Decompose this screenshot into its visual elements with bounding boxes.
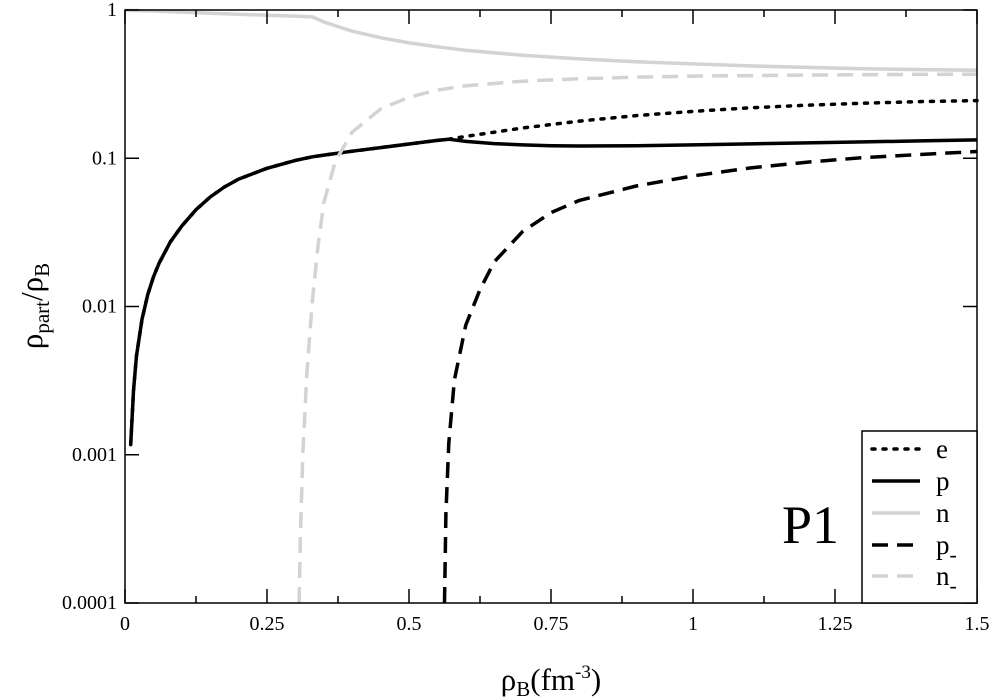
legend-label: p <box>936 466 950 496</box>
legend-label: n <box>936 498 950 528</box>
x-tick-label: 0 <box>120 613 130 635</box>
legend-label: p- <box>936 530 957 567</box>
series-line-p-minus <box>442 149 978 604</box>
y-axis-title: ρpart/ρB <box>14 263 54 349</box>
legend-label: e <box>936 434 948 464</box>
series-line-p <box>128 137 978 445</box>
y-tick-label: 0.0001 <box>62 592 117 614</box>
y-tick-label: 0.01 <box>82 296 117 318</box>
x-tick-label: 1 <box>688 613 698 635</box>
y-tick-label: 0.001 <box>72 444 117 466</box>
x-axis-title: ρB(fm-3) <box>501 662 601 700</box>
x-tick-label: 1.5 <box>965 613 990 635</box>
y-tick-label: 0.1 <box>92 147 117 169</box>
series-line-n <box>124 8 978 73</box>
x-tick-label: 0.75 <box>534 613 569 635</box>
panel-label: P1 <box>782 495 839 555</box>
y-tick-label: 1 <box>107 0 117 21</box>
x-tick-label: 0.5 <box>397 613 422 635</box>
x-tick-label: 0.25 <box>250 613 285 635</box>
series-line-n-minus <box>297 72 978 604</box>
legend-label: n- <box>936 561 957 598</box>
series-layer <box>124 8 979 604</box>
x-tick-label: 1.25 <box>818 613 853 635</box>
tick-layer: 0 0.25 0.5 0.75 1 1.25 1.5 0.0001 0.001 0.01 0.1 1 <box>62 0 990 635</box>
